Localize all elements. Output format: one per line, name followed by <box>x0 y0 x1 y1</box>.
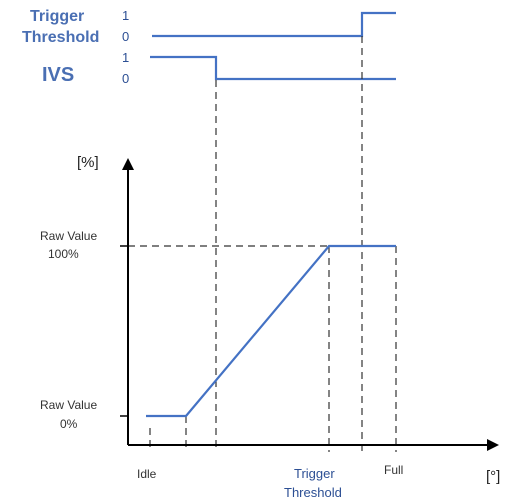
x-axis-unit: [°] <box>486 468 500 485</box>
raw-100-label-line1: Raw Value <box>40 229 97 243</box>
raw-0-label-line2: 0% <box>60 417 78 431</box>
x-label-trigger-line2: Threshold <box>284 485 342 500</box>
ivs-signal-name: IVS <box>42 64 74 86</box>
trigger-signal-name-line1: Trigger <box>30 8 84 25</box>
x-label-trigger-line1: Trigger <box>294 466 335 481</box>
trigger-signal-name-line2: Threshold <box>22 29 99 46</box>
trigger-signal-waveform <box>152 11 396 38</box>
ivs-level-high: 1 <box>122 50 129 65</box>
trigger-level-high: 1 <box>122 8 129 23</box>
x-label-full: Full <box>384 463 403 477</box>
x-label-idle: Idle <box>137 467 157 481</box>
ivs-signal-waveform <box>150 55 396 81</box>
raw-100-label-line2: 100% <box>48 247 79 261</box>
ivs-level-low: 0 <box>122 71 129 86</box>
raw-value-curve <box>146 244 396 418</box>
trigger-level-low: 0 <box>122 29 129 44</box>
raw-0-label-line1: Raw Value <box>40 398 97 412</box>
y-axis-unit: [%] <box>77 154 99 171</box>
